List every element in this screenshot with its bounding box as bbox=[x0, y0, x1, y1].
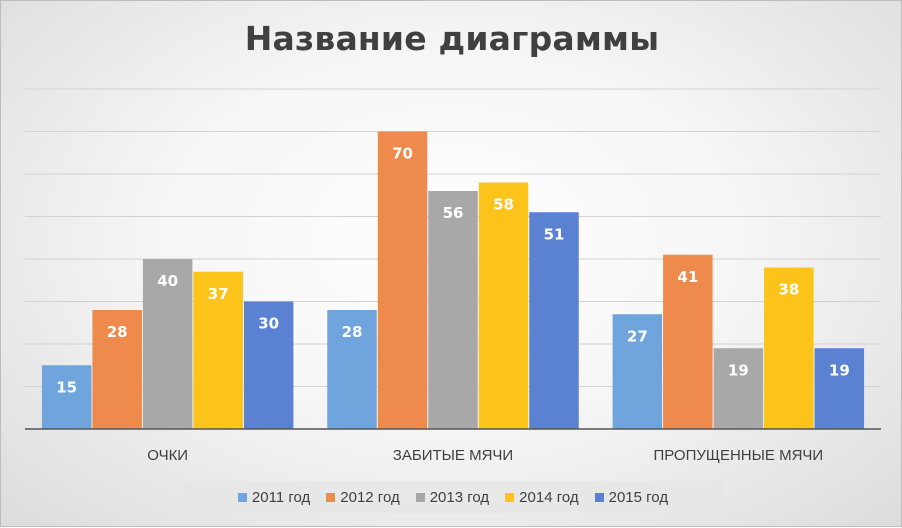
data-label: 15 bbox=[56, 378, 77, 396]
legend-swatch bbox=[326, 492, 336, 502]
bar-1-2 bbox=[92, 310, 142, 429]
category-label: ПРОПУЩЕННЫЕ МЯЧИ bbox=[653, 447, 823, 464]
data-label: 28 bbox=[342, 323, 363, 341]
bar-3-5 bbox=[814, 348, 865, 429]
bar-2-1 bbox=[327, 310, 377, 429]
legend-label: 2013 год bbox=[429, 488, 490, 506]
legend-label: 2015 год bbox=[608, 488, 669, 506]
bar-3-3 bbox=[713, 348, 764, 429]
bar-2-3 bbox=[428, 191, 478, 429]
data-label: 19 bbox=[829, 361, 850, 379]
bars bbox=[41, 131, 865, 429]
data-label: 56 bbox=[443, 204, 464, 222]
data-label: 38 bbox=[778, 281, 799, 299]
bar-3-1 bbox=[612, 314, 663, 429]
bar-1-1 bbox=[41, 365, 92, 429]
data-label: 51 bbox=[544, 225, 565, 243]
legend-item: 2014 год bbox=[505, 488, 579, 506]
legend-label: 2014 год bbox=[519, 488, 579, 506]
data-label: 58 bbox=[493, 196, 514, 214]
data-label: 30 bbox=[258, 315, 279, 333]
legend-label: 2012 год bbox=[340, 488, 400, 506]
category-labels: ОЧКИ ЗАБИТЫЕ МЯЧИ ПРОПУЩЕННЫЕ МЯЧИ bbox=[147, 447, 823, 464]
data-label: 41 bbox=[677, 268, 698, 286]
data-label: 19 bbox=[728, 361, 749, 379]
bar-1-3 bbox=[142, 259, 193, 429]
data-label: 28 bbox=[107, 323, 128, 341]
data-label: 70 bbox=[392, 145, 413, 163]
bar-2-4 bbox=[478, 182, 529, 429]
bar-2-5 bbox=[529, 212, 579, 429]
data-label: 37 bbox=[208, 285, 229, 303]
category-label: ОЧКИ bbox=[147, 447, 188, 464]
legend-swatch bbox=[237, 492, 247, 502]
bar-1-4 bbox=[193, 271, 243, 429]
legend-swatch bbox=[594, 492, 604, 502]
data-label: 40 bbox=[157, 272, 178, 290]
legend-item: 2013 год bbox=[415, 488, 490, 506]
chart-title: Название диаграммы bbox=[244, 19, 660, 58]
bar-3-2 bbox=[663, 254, 713, 429]
bar-3-4 bbox=[764, 267, 814, 429]
category-label: ЗАБИТЫЕ МЯЧИ bbox=[393, 447, 513, 464]
legend-item: 2011 год bbox=[237, 488, 311, 506]
legend-item: 2012 год bbox=[326, 488, 400, 506]
legend-item: 2015 год bbox=[594, 488, 669, 506]
bar-2-2 bbox=[377, 131, 428, 429]
data-label: 27 bbox=[627, 327, 648, 345]
legend-swatch bbox=[505, 492, 515, 502]
legend-swatch bbox=[415, 492, 425, 502]
legend-label: 2011 год bbox=[251, 488, 311, 506]
bar-1-5 bbox=[243, 301, 294, 429]
legend: 2011 год 2012 год 2013 год 2014 год 2015 год bbox=[183, 481, 723, 513]
data-labels: 15 28 40 37 30 28 70 56 58 51 27 41 19 38 19 bbox=[56, 145, 850, 397]
